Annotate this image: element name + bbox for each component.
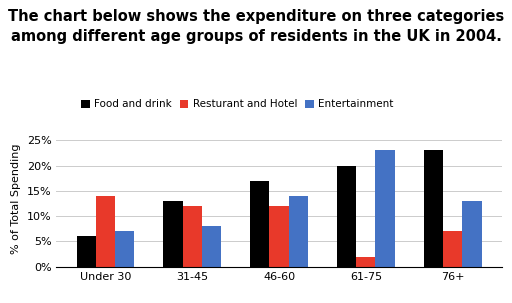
Bar — [269, 206, 289, 267]
Bar — [289, 196, 308, 267]
Text: The chart below shows the expenditure on three categories
among different age gr: The chart below shows the expenditure on… — [8, 9, 504, 44]
Y-axis label: % of Total Spending: % of Total Spending — [11, 143, 21, 254]
Bar — [424, 151, 443, 267]
Bar — [375, 151, 395, 267]
Bar — [356, 257, 375, 267]
Bar — [250, 181, 269, 267]
Bar — [202, 226, 221, 267]
Bar — [77, 236, 96, 267]
Bar — [462, 201, 481, 267]
Bar — [337, 166, 356, 267]
Bar — [96, 196, 115, 267]
Bar — [183, 206, 202, 267]
Legend: Food and drink, Resturant and Hotel, Entertainment: Food and drink, Resturant and Hotel, Ent… — [79, 97, 395, 112]
Bar — [163, 201, 183, 267]
Bar — [443, 231, 462, 267]
Bar — [115, 231, 134, 267]
